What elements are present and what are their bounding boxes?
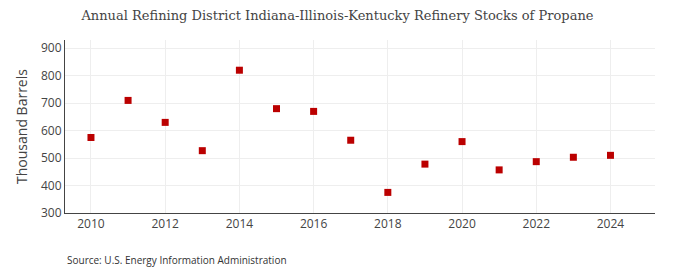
svg-text:700: 700: [41, 94, 62, 111]
svg-text:800: 800: [41, 67, 62, 84]
svg-text:Annual Refining District India: Annual Refining District Indiana-Illinoi…: [80, 8, 593, 23]
svg-text:400: 400: [41, 177, 62, 194]
svg-text:600: 600: [41, 122, 62, 139]
svg-text:2020: 2020: [448, 215, 476, 232]
svg-text:2012: 2012: [151, 215, 179, 232]
svg-text:Source: U.S. Energy Informatio: Source: U.S. Energy Information Administ…: [67, 253, 287, 267]
svg-text:2014: 2014: [226, 215, 254, 232]
svg-text:2024: 2024: [597, 215, 625, 232]
svg-text:2022: 2022: [523, 215, 551, 232]
svg-text:2018: 2018: [374, 215, 402, 232]
svg-text:500: 500: [41, 149, 62, 166]
svg-text:900: 900: [41, 39, 62, 56]
svg-text:2010: 2010: [77, 215, 105, 232]
svg-text:2016: 2016: [300, 215, 328, 232]
svg-text:Thousand Barrels: Thousand Barrels: [12, 69, 31, 184]
svg-text:300: 300: [41, 204, 62, 221]
